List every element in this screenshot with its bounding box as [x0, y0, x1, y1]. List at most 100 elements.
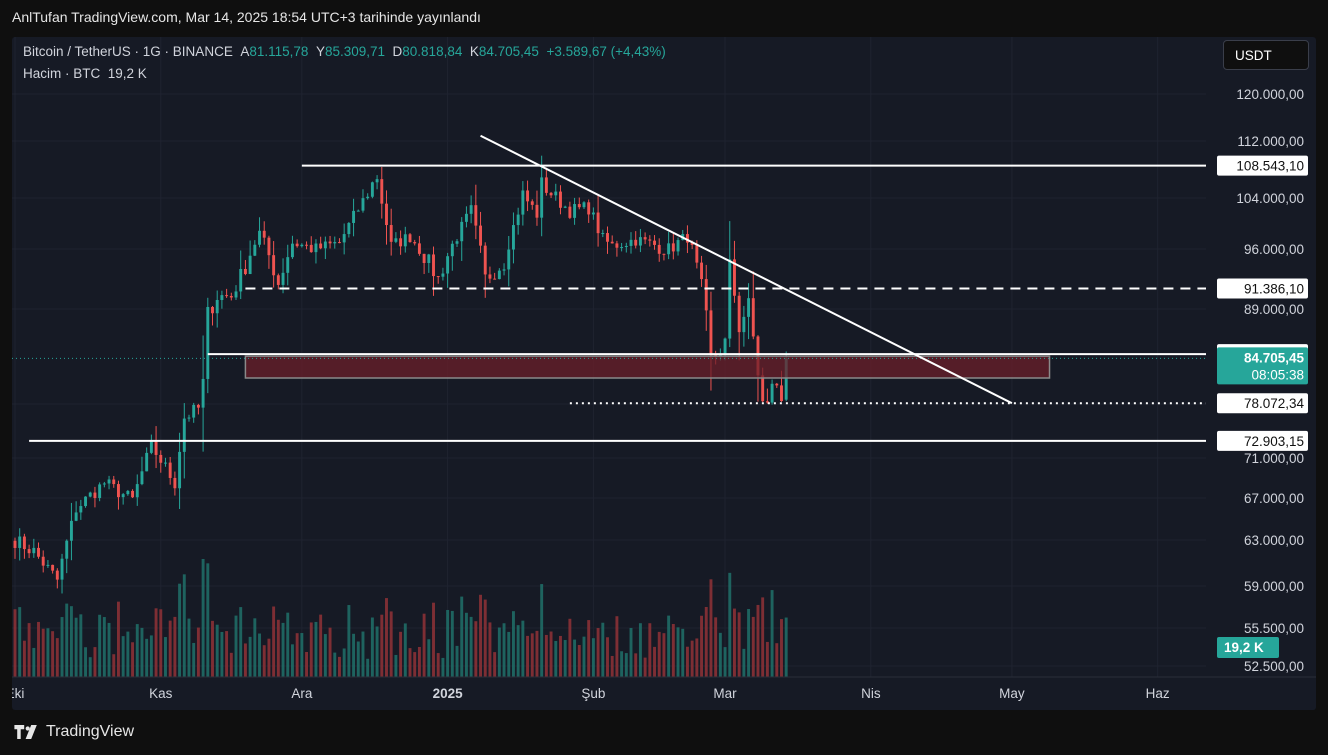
candle-body [22, 536, 26, 550]
volume-bar [544, 634, 548, 677]
candle-body [18, 536, 22, 548]
volume-bar [338, 656, 341, 677]
volume-bar [714, 617, 718, 677]
volume-bar [102, 617, 106, 677]
volume-bar [229, 652, 233, 677]
candle-body [37, 547, 40, 557]
candle-body [107, 479, 111, 484]
volume-bar [511, 611, 515, 677]
candle-body [436, 276, 440, 278]
candle-body [460, 221, 464, 242]
volume-bar [709, 579, 713, 677]
candle-body [13, 540, 17, 548]
candle-body [634, 239, 638, 246]
candle-body [51, 564, 55, 571]
candle-body [93, 492, 97, 498]
candle-body [511, 225, 515, 250]
volume-bar [676, 627, 680, 677]
volume-bar [648, 623, 652, 677]
currency-button[interactable]: USDT [1223, 40, 1309, 70]
volume-bar [178, 583, 182, 677]
volume-bar [380, 614, 384, 677]
candle-body [112, 479, 116, 485]
volume-tag-label: 19,2 K [1224, 640, 1264, 655]
candle-body [488, 274, 492, 279]
candle-body [295, 243, 299, 247]
volume-bar [121, 636, 125, 677]
volume-bar [74, 617, 78, 677]
close-value: 84.705,45 [478, 44, 539, 59]
volume-bar [79, 614, 83, 677]
volume-bar [587, 620, 591, 677]
volume-bar [187, 618, 191, 677]
current-price-label: 84.705,45 [1244, 350, 1305, 365]
candle-body [342, 234, 346, 243]
volume-bar [309, 622, 313, 677]
volume-label[interactable]: Hacim · BTC [23, 66, 101, 81]
volume-bar [159, 609, 163, 677]
volume-bar [657, 631, 661, 677]
volume-bar [780, 619, 783, 677]
volume-bar [620, 651, 624, 677]
volume-bar [733, 608, 736, 677]
volume-bar [145, 638, 149, 677]
volume-bar [356, 641, 360, 677]
candle-body [27, 549, 31, 554]
candle-body [352, 210, 356, 223]
candle-body [441, 273, 445, 277]
volume-legend: Hacim · BTC 19,2 K [23, 66, 147, 81]
volume-bar [69, 606, 73, 677]
time-tick-label: May [999, 686, 1025, 701]
volume-bar [13, 609, 17, 677]
support-zone-rect [244, 355, 1051, 379]
candle-body [164, 462, 167, 464]
candle-body [60, 558, 64, 580]
price-tick-label: 89.000,00 [1244, 302, 1304, 317]
volume-bar [596, 628, 600, 677]
candle-body [497, 270, 501, 280]
level-price-tag [1217, 155, 1308, 176]
price-chart[interactable]: 120.000,00 112.000,00 104.000,00 96.000,00 8… [12, 37, 1316, 710]
page-title: AnlTufan TradingView.com, Mar 14, 2025 1… [12, 9, 481, 25]
candle-body [671, 243, 675, 252]
volume-bar [314, 621, 318, 677]
candle-body [309, 244, 313, 253]
candle-body [653, 240, 656, 245]
tradingview-footer[interactable]: TradingView [14, 723, 134, 741]
volume-bar [497, 627, 501, 677]
volume-bar [220, 631, 224, 677]
volume-bar [248, 636, 252, 677]
volume-bar [422, 613, 426, 677]
candle-body [267, 237, 271, 256]
candle-body [657, 244, 661, 254]
price-tick-label: 63.000,00 [1244, 533, 1304, 548]
volume-bar [582, 636, 586, 677]
chart-panel[interactable]: 120.000,00 112.000,00 104.000,00 96.000,00 8… [12, 37, 1316, 710]
candle-body [733, 259, 736, 296]
volume-bar [695, 638, 699, 677]
candle-body [483, 245, 487, 275]
volume-bar [32, 647, 36, 677]
candle-body [662, 253, 666, 255]
candle-body [685, 234, 689, 243]
candle-body [775, 383, 779, 386]
candle-body [464, 213, 468, 222]
volume-bar [366, 658, 370, 677]
candle-body [530, 201, 534, 205]
volume-bar [700, 615, 704, 677]
volume-bar [333, 652, 337, 677]
candle-body [493, 278, 497, 280]
candle-body [568, 206, 572, 218]
volume-bar [65, 603, 69, 677]
candle-body [587, 202, 591, 215]
volume-bar [573, 639, 577, 677]
candle-body [366, 196, 370, 199]
candle-body [474, 205, 478, 226]
volume-bar [474, 621, 478, 677]
brand-label: TradingView [46, 723, 135, 740]
candle-body [417, 243, 421, 254]
symbol-label[interactable]: Bitcoin / TetherUS · 1G · BINANCE [23, 44, 233, 59]
candle-body [469, 205, 473, 214]
candle-body [41, 556, 45, 566]
candle-body [455, 241, 459, 244]
